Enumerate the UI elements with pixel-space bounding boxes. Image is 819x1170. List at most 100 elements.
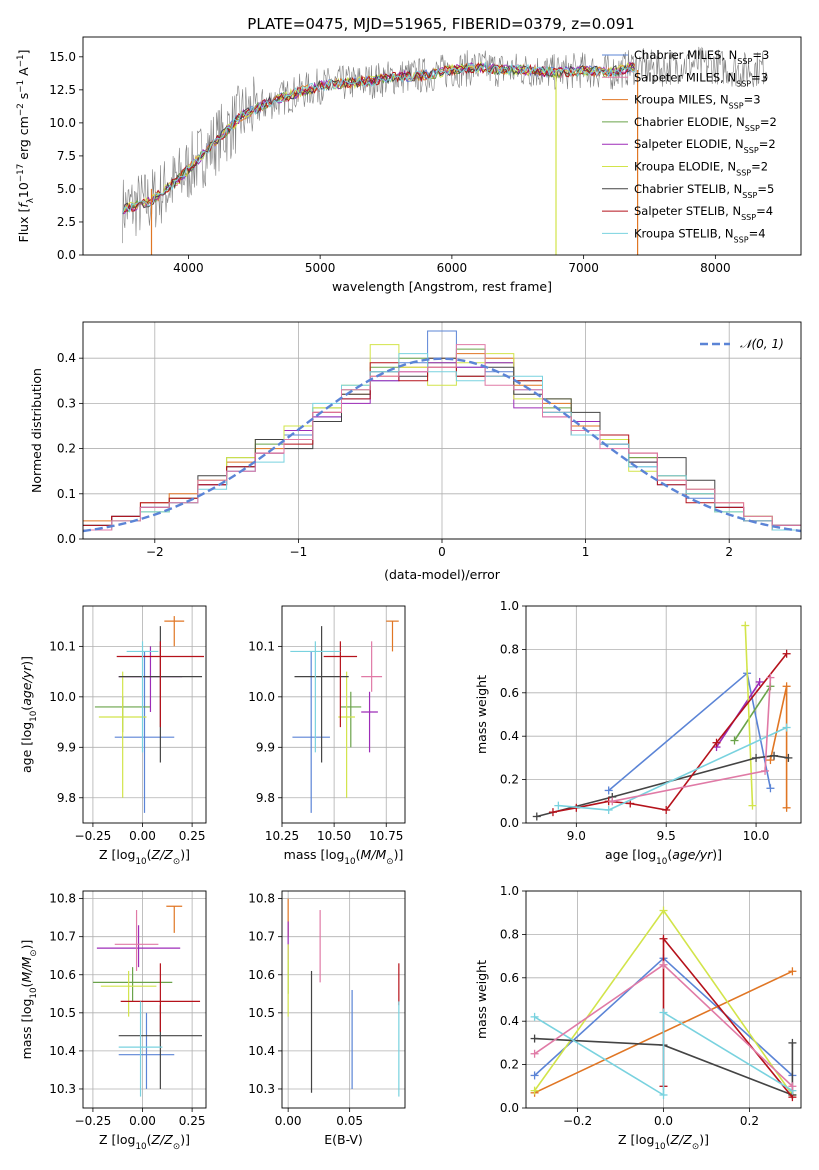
y-axis-label: age [log10(age/yr)] <box>19 656 39 773</box>
y-axis-label-part: 10 <box>29 711 39 722</box>
y-axis-label-part: )] <box>19 940 34 950</box>
y-tick-label: 12.5 <box>49 83 76 97</box>
x-axis-label-part: ⊙ <box>692 1142 699 1152</box>
x-axis-label-part: Z/Z <box>151 1132 174 1147</box>
x-axis-label-part: age [log <box>605 847 656 862</box>
legend-label-part: Chabrier ELODIE, N <box>634 115 745 129</box>
legend-label-part: Chabrier MILES, N <box>634 48 737 62</box>
y-tick-label: 0.1 <box>57 487 76 501</box>
y-tick-label: 7.5 <box>57 149 76 163</box>
x-axis-label-part: M/M <box>360 847 386 862</box>
y-axis-label-part: −1 <box>16 80 26 93</box>
legend-label-part: Kroupa STELIB, N <box>634 226 734 240</box>
legend-label-part: SSP <box>734 235 749 244</box>
histogram-step-line <box>83 344 801 531</box>
y-axis-label-part: −1 <box>16 54 26 67</box>
y-axis-label-part: M/M <box>19 957 34 983</box>
x-axis-label: age [log10(age/yr)] <box>605 847 722 867</box>
y-axis-label: mass [log10(M/M⊙)] <box>19 940 39 1060</box>
y-tick-label: 0.4 <box>500 729 519 743</box>
x-tick-label: 0 <box>438 545 446 559</box>
y-tick-label: 10.3 <box>248 1082 275 1096</box>
y-tick-label: 10.6 <box>248 968 275 982</box>
legend-label-part: =2 <box>760 115 777 129</box>
legend-label-part: =2 <box>751 160 768 174</box>
x-axis-label-part: ( <box>147 847 152 862</box>
axes-frame <box>82 890 207 1109</box>
x-axis-label-part: )] <box>180 847 190 862</box>
y-tick-label: 10.8 <box>248 892 275 906</box>
x-tick-label: 0.2 <box>740 1114 759 1128</box>
x-axis-label-part: Z/Z <box>151 847 174 862</box>
y-axis-label-part: age [log <box>19 722 34 773</box>
x-tick-label: 6000 <box>437 261 468 275</box>
x-axis-label-part: ( <box>356 847 361 862</box>
y-axis-label-part: 10 <box>29 987 39 998</box>
y-tick-label: 10.0 <box>248 690 275 704</box>
y-axis-label-part: f <box>16 202 31 208</box>
y-tick-label: 9.9 <box>256 740 275 754</box>
x-axis-label-part: ( <box>666 1132 671 1147</box>
axes-frame <box>281 605 406 824</box>
x-tick-label: −0.2 <box>563 1114 592 1128</box>
x-axis-label-part: 10 <box>344 857 355 867</box>
x-axis-label-part: Z [log <box>99 1132 135 1147</box>
x-tick-label: −0.25 <box>75 1114 112 1128</box>
y-axis-label-part: )] <box>19 656 34 666</box>
x-tick-label: 5000 <box>305 261 336 275</box>
panel-weight_vs_Z: −0.2 0.0 0.2 0.0 0.2 0.4 0.6 0.8 1.0 Z [log10(Z/Z… <box>474 884 802 1152</box>
weight-series-line <box>534 1037 794 1097</box>
x-tick-label: 8000 <box>700 261 731 275</box>
y-axis-label-part: ( <box>19 983 34 988</box>
legend-label-part: SSP <box>729 101 744 110</box>
legend-label: Kroupa MILES, NSSP=3 <box>634 93 761 111</box>
legend-label-part: Kroupa ELODIE, N <box>634 160 736 174</box>
x-tick-label: 0.05 <box>336 1114 363 1128</box>
y-axis-label: mass weight <box>474 675 489 754</box>
x-axis-label-part: )] <box>180 1132 190 1147</box>
y-tick-label: 0.2 <box>57 442 76 456</box>
y-tick-label: 0.0 <box>57 532 76 546</box>
y-axis-label-part: 10 <box>16 182 31 198</box>
y-tick-label: 10.5 <box>248 1006 275 1020</box>
legend-label-part: Salpeter ELODIE, N <box>634 137 744 151</box>
panel-mass_vs_Z: −0.25 0.00 0.25 10.3 10.4 10.5 10.6 10.7 10.8 Z [… <box>19 890 207 1152</box>
x-tick-label: 0.00 <box>129 1114 156 1128</box>
legend-label-part: =3 <box>752 48 769 62</box>
x-axis-label: E(B-V) <box>324 1132 363 1147</box>
x-axis-label: wavelength [Angstrom, rest frame] <box>332 279 552 294</box>
y-tick-label: 1.0 <box>500 599 519 613</box>
legend-label: Chabrier MILES, NSSP=3 <box>634 48 769 66</box>
y-axis-label-part: s <box>16 93 31 104</box>
panel-age_vs_mass: 10.25 10.50 10.75 9.8 9.9 10.0 10.1 mass [log10… <box>248 605 406 867</box>
legend-label: Kroupa STELIB, NSSP=4 <box>634 226 766 244</box>
y-tick-label: 9.8 <box>57 791 76 805</box>
x-tick-label: 10.25 <box>265 829 299 843</box>
legend-label-part: SSP <box>741 213 756 222</box>
x-axis-label-part: Z [log <box>618 1132 654 1147</box>
y-tick-label: 0.6 <box>500 971 519 985</box>
y-axis-label-part: −2 <box>16 103 26 116</box>
legend-label: Salpeter ELODIE, NSSP=2 <box>634 137 776 155</box>
y-tick-label: 9.9 <box>57 740 76 754</box>
y-tick-label: 10.0 <box>49 116 76 130</box>
x-axis-label-part: ⊙ <box>173 857 180 867</box>
x-axis-label-part: 10 <box>656 857 667 867</box>
x-axis-label: (data-model)/error <box>384 567 501 582</box>
axes-frame <box>281 890 406 1109</box>
x-axis-label-part: ⊙ <box>386 857 393 867</box>
y-tick-label: 10.0 <box>49 690 76 704</box>
x-tick-label: 9.0 <box>567 829 586 843</box>
x-tick-label: −0.25 <box>75 829 112 843</box>
legend-label-part: =3 <box>744 93 761 107</box>
x-tick-label: 10.50 <box>317 829 351 843</box>
x-axis-label-part: 10 <box>135 857 146 867</box>
weight-series-line <box>534 1011 793 1097</box>
y-tick-label: 0.3 <box>57 396 76 410</box>
y-tick-label: 10.5 <box>49 1006 76 1020</box>
y-tick-label: 0.2 <box>500 1058 519 1072</box>
y-tick-label: 0.0 <box>57 248 76 262</box>
legend-label: Salpeter STELIB, NSSP=4 <box>634 204 773 222</box>
x-axis-label-part: ⊙ <box>173 1142 180 1152</box>
panel-mass_vs_ebv: 0.00 0.05 10.3 10.4 10.5 10.6 10.7 10.8 E(B-V) <box>248 890 406 1147</box>
